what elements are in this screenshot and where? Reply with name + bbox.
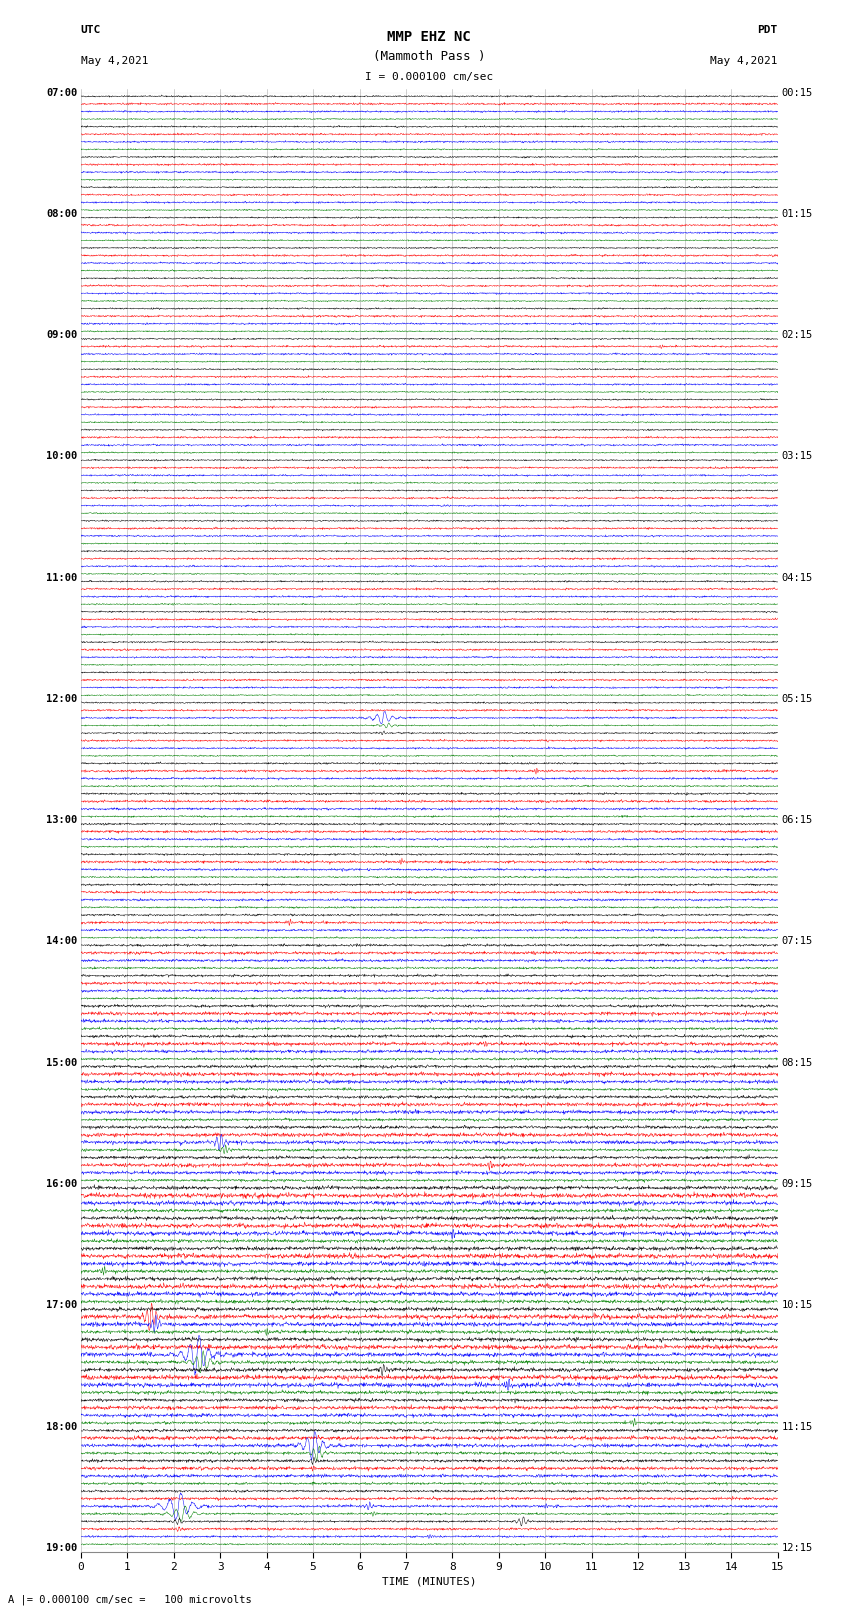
Text: 02:15: 02:15 (781, 331, 813, 340)
Text: UTC: UTC (81, 26, 101, 35)
Text: 09:15: 09:15 (781, 1179, 813, 1189)
Text: 05:15: 05:15 (781, 694, 813, 703)
X-axis label: TIME (MINUTES): TIME (MINUTES) (382, 1576, 477, 1586)
Text: 15:00: 15:00 (46, 1058, 77, 1068)
Text: 03:15: 03:15 (781, 452, 813, 461)
Text: 07:15: 07:15 (781, 937, 813, 947)
Text: 01:15: 01:15 (781, 208, 813, 219)
Text: 17:00: 17:00 (46, 1300, 77, 1310)
Text: PDT: PDT (757, 26, 778, 35)
Text: 06:15: 06:15 (781, 815, 813, 826)
Text: A |= 0.000100 cm/sec =   100 microvolts: A |= 0.000100 cm/sec = 100 microvolts (8, 1594, 252, 1605)
Text: 18:00: 18:00 (46, 1421, 77, 1432)
Text: 04:15: 04:15 (781, 573, 813, 582)
Text: 07:00: 07:00 (46, 87, 77, 97)
Text: 12:00: 12:00 (46, 694, 77, 703)
Text: 10:00: 10:00 (46, 452, 77, 461)
Text: 14:00: 14:00 (46, 937, 77, 947)
Text: (Mammoth Pass ): (Mammoth Pass ) (373, 50, 485, 63)
Text: 12:15: 12:15 (781, 1544, 813, 1553)
Text: May 4,2021: May 4,2021 (81, 56, 148, 66)
Text: May 4,2021: May 4,2021 (711, 56, 778, 66)
Text: 11:00: 11:00 (46, 573, 77, 582)
Text: 00:15: 00:15 (781, 87, 813, 97)
Text: 09:00: 09:00 (46, 331, 77, 340)
Text: 13:00: 13:00 (46, 815, 77, 826)
Text: I = 0.000100 cm/sec: I = 0.000100 cm/sec (366, 73, 493, 82)
Text: 16:00: 16:00 (46, 1179, 77, 1189)
Text: 08:00: 08:00 (46, 208, 77, 219)
Text: 19:00: 19:00 (46, 1544, 77, 1553)
Text: 10:15: 10:15 (781, 1300, 813, 1310)
Text: 11:15: 11:15 (781, 1421, 813, 1432)
Text: MMP EHZ NC: MMP EHZ NC (388, 29, 471, 44)
Text: 08:15: 08:15 (781, 1058, 813, 1068)
